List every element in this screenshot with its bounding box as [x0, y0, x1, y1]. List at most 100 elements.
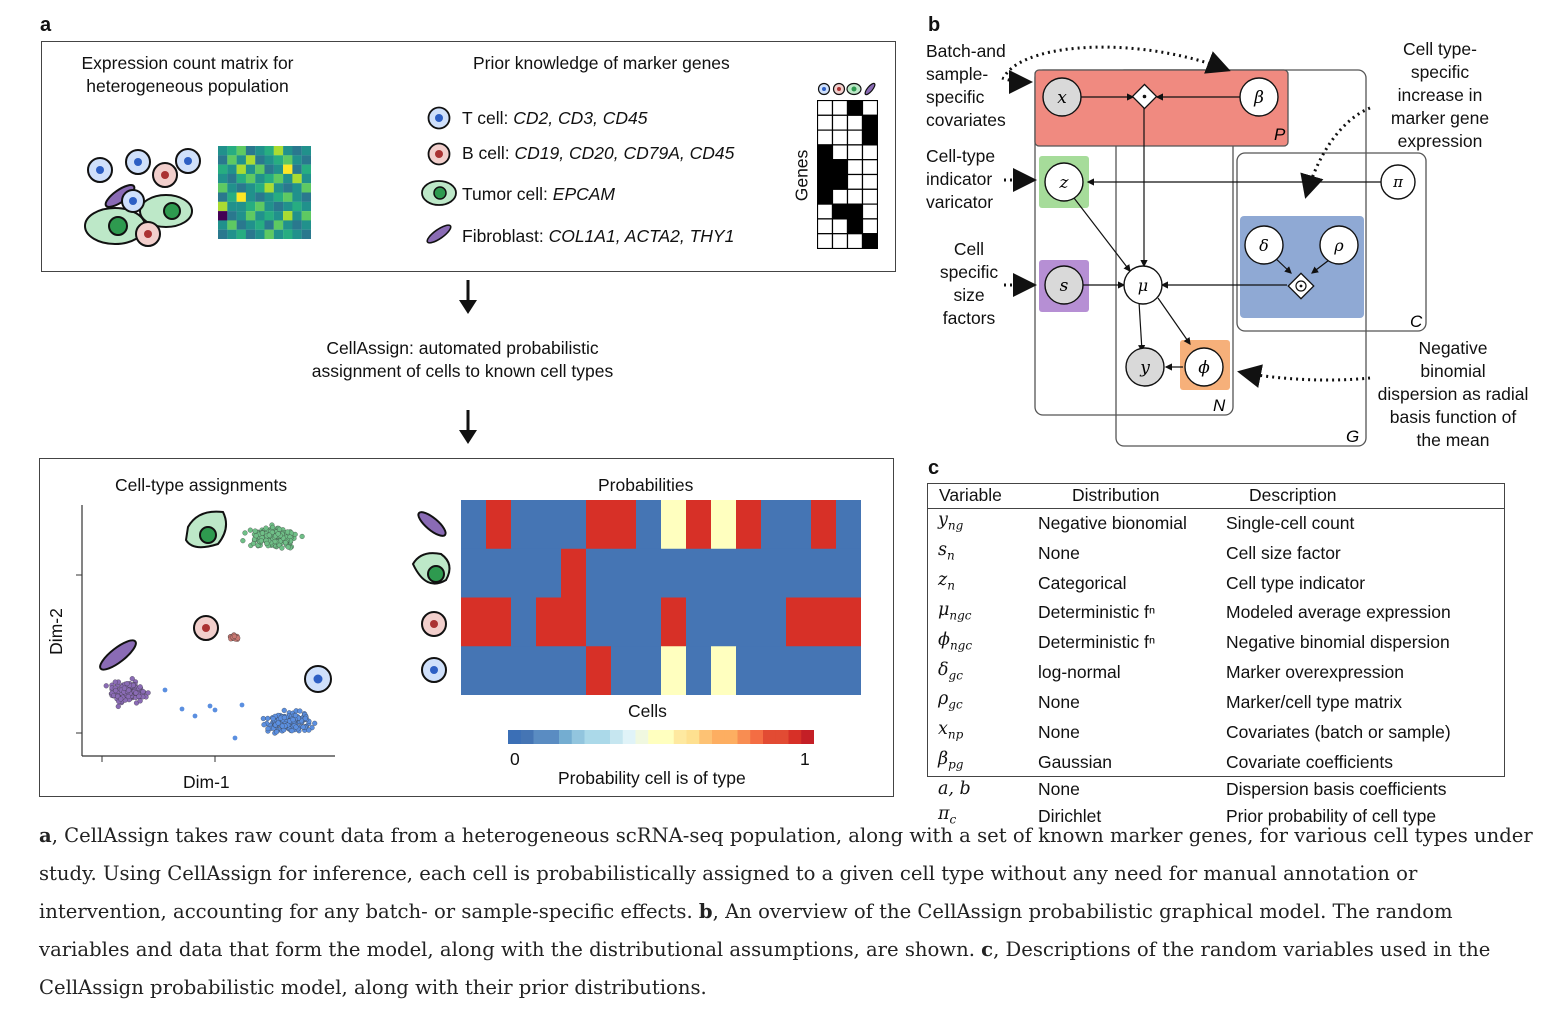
marker-matrix-cell [831, 144, 849, 161]
colorbar-step [508, 730, 522, 744]
heat-cell [486, 500, 512, 550]
heat-cell [586, 646, 612, 695]
table-header-rule [928, 508, 1504, 509]
heat-cell [486, 646, 512, 695]
t-cell-point [289, 728, 295, 734]
heat-cell [786, 500, 812, 550]
count-cell [283, 146, 293, 156]
variable-distribution: Gaussian [1038, 752, 1112, 772]
t-cell-point [265, 715, 271, 721]
variable-description: Modeled average expression [1226, 602, 1451, 623]
count-cell [292, 173, 302, 184]
tumor-cell-point [253, 533, 259, 539]
marker-matrix-cell [846, 114, 864, 131]
svg-text:y: y [1139, 358, 1150, 378]
fibroblast-point [129, 676, 135, 682]
marker-matrix-cell [861, 233, 878, 249]
panel-b-label: b [928, 14, 941, 36]
tumor-cell-point [284, 529, 291, 535]
colorbar-step [533, 730, 547, 744]
t-cell-icon [421, 657, 447, 683]
heat-cell [661, 597, 687, 647]
count-cell [227, 192, 237, 202]
count-cell [227, 164, 237, 174]
count-cell [283, 211, 293, 221]
count-cell [245, 173, 256, 184]
variables-table: yng Negative bionomial Single-cell count sn… [938, 508, 1486, 831]
colorbar-step [763, 730, 777, 744]
tumor-cell-point [247, 527, 253, 533]
count-cell [255, 155, 265, 165]
table-row: ρgc None Marker/cell type matrix [938, 687, 1486, 717]
node-delta: δ [1244, 225, 1284, 265]
count-cell [255, 220, 265, 230]
t-cell-point [312, 720, 318, 726]
t-cell-point [162, 687, 168, 693]
t-cell-point [273, 729, 280, 735]
t-cell-point [290, 717, 296, 723]
colorbar-label: Probability cell is of type [558, 768, 746, 788]
count-cell [245, 192, 256, 202]
heat-cell [711, 548, 737, 598]
tumor-cell-point [263, 525, 269, 531]
plate-c-label: C [1410, 312, 1423, 331]
table-row: μngc Deterministic fⁿ Modeled average expr… [938, 598, 1486, 628]
heat-cell [611, 597, 637, 647]
variable-symbol: a, b [938, 779, 971, 800]
variable-description: Cell size factor [1226, 542, 1341, 563]
heat-cell [836, 646, 861, 695]
heat-cell [661, 646, 687, 695]
t-cell-point [212, 707, 218, 713]
colorbar-step [724, 730, 738, 744]
heat-cell [461, 548, 487, 598]
heat-cell [511, 548, 537, 598]
count-cell [218, 192, 228, 202]
count-cell [245, 211, 256, 221]
marker-matrix-cell [817, 129, 834, 146]
colorbar-step [737, 730, 751, 744]
svg-text:z: z [1059, 173, 1070, 193]
dispersion-label: Negative binomial dispersion as radial basi… [1377, 338, 1529, 450]
count-cell [264, 211, 274, 221]
count-cell [273, 173, 284, 184]
count-cell [264, 192, 274, 202]
marker-matrix-cell [861, 100, 878, 116]
count-cell [273, 220, 284, 230]
tumor-cell-point [282, 540, 289, 546]
marker-matrix-cell [846, 188, 864, 205]
figure-caption: a, CellAssign takes raw count data from … [39, 824, 1533, 999]
heat-row-icons [411, 511, 451, 683]
colorbar-step [520, 730, 534, 744]
heat-cell [461, 597, 487, 647]
count-cell [301, 164, 311, 174]
count-cell [283, 220, 293, 230]
heat-cell [586, 597, 612, 647]
fibroblast-point [137, 698, 143, 704]
colorbar-step [673, 730, 687, 744]
t-cell-point [300, 724, 306, 730]
count-cell [236, 220, 246, 230]
count-cell [227, 155, 237, 165]
tumor-cell-icon [421, 180, 457, 206]
fibroblast-point [121, 685, 128, 691]
heat-cell [486, 597, 512, 647]
variable-description: Covariates (batch or sample) [1226, 722, 1451, 743]
variable-description: Covariate coefficients [1226, 752, 1393, 772]
count-cell [227, 183, 237, 193]
header-description: Description [1249, 485, 1337, 505]
plate-n-label: N [1213, 396, 1226, 415]
plate-p-label: P [1274, 125, 1286, 144]
variable-distribution: Deterministic fⁿ [1038, 602, 1156, 623]
heat-cell [736, 646, 762, 695]
count-cell [236, 164, 246, 174]
probability-heatmap [461, 500, 861, 695]
variable-distribution: Dirichlet [1038, 806, 1102, 827]
count-cell [283, 201, 293, 212]
node-rho: ρ [1319, 225, 1359, 265]
tumor-cell-point [240, 538, 246, 544]
variable-description: Cell type indicator [1226, 572, 1366, 593]
count-cell [292, 229, 302, 239]
fibroblast-point [115, 703, 121, 710]
variable-distribution: None [1038, 542, 1080, 563]
count-cell [301, 183, 311, 193]
